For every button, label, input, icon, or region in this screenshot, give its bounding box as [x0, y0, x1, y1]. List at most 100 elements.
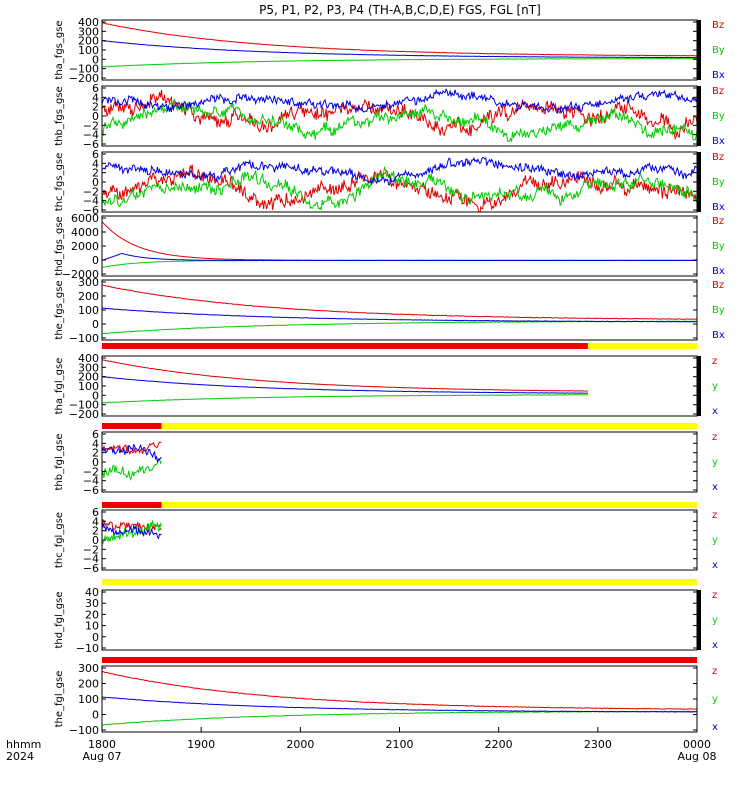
series-line-z	[102, 359, 588, 392]
legend-entry: Bz	[712, 86, 724, 97]
y-tick-label: −2	[83, 465, 99, 478]
y-tick-label: 400	[78, 352, 99, 365]
series-line-z	[102, 671, 697, 710]
series-line-Bz	[102, 284, 697, 320]
y-tick-label: 200	[78, 678, 99, 691]
y-tick-label: −4	[83, 129, 99, 142]
y-tick-label: 30	[85, 597, 99, 610]
y-tick-label: 0	[92, 456, 99, 469]
y-tick-label: 4	[92, 157, 99, 170]
y-axis-label: the_fgl_gse	[54, 671, 65, 728]
y-tick-label: 20	[85, 608, 99, 621]
legend-entry: y	[712, 694, 718, 705]
y-axis-label: thc_fgs_gse	[54, 153, 65, 212]
status-bar-segment	[102, 423, 162, 429]
legend-entry: Bz	[712, 280, 724, 291]
series-line-Bz	[102, 221, 697, 261]
legend-entry: y	[712, 381, 718, 392]
y-axis-label: tha_fgs_gse	[54, 20, 65, 79]
series-line-By	[102, 320, 697, 335]
legend-entry: z	[712, 510, 717, 521]
x-tick-sublabel: Aug 08	[678, 750, 717, 763]
legend-entry: z	[712, 590, 717, 601]
x-tick-label: 2000	[286, 738, 314, 751]
y-axis-label: thd_fgl_gse	[54, 592, 65, 649]
status-bar-segment	[587, 343, 697, 349]
x-tick-label: 1900	[187, 738, 215, 751]
y-tick-label: 100	[78, 44, 99, 57]
legend-entry: By	[712, 45, 725, 56]
legend-entry: y	[712, 535, 718, 546]
y-tick-label: 4	[92, 437, 99, 450]
legend-entry: Bx	[712, 70, 725, 81]
footer-hhmm: hhmm	[6, 738, 41, 751]
y-tick-label: 300	[78, 662, 99, 675]
legend-entry: y	[712, 615, 718, 626]
legend-entry: Bz	[712, 152, 724, 163]
y-tick-label: 200	[78, 290, 99, 303]
y-tick-label: 2	[92, 525, 99, 538]
y-tick-label: 300	[78, 25, 99, 38]
footer-year: 2024	[6, 750, 34, 763]
panel-frame	[101, 355, 698, 417]
x-tick-label: 1800	[88, 738, 116, 751]
y-tick-label: 2	[92, 447, 99, 460]
status-bar-segment	[102, 657, 697, 663]
y-tick-label: −200	[69, 72, 99, 85]
y-tick-label: −6	[83, 204, 99, 217]
panel-frame	[101, 279, 698, 341]
legend-entry: Bz	[712, 20, 724, 31]
series-line-By	[102, 98, 697, 143]
series-line-By	[102, 57, 697, 68]
y-tick-label: 200	[78, 371, 99, 384]
series-line-By	[102, 165, 697, 211]
legend-entry: By	[712, 177, 725, 188]
series-line-Bz	[102, 22, 697, 57]
legend-entry: By	[712, 111, 725, 122]
y-axis-label: thd_fgs_gse	[54, 216, 65, 275]
y-tick-label: −2	[83, 543, 99, 556]
right-edge-bar	[697, 20, 701, 80]
y-tick-label: 200	[78, 35, 99, 48]
y-tick-label: 0	[92, 110, 99, 123]
status-bar-segment	[102, 502, 162, 508]
series-line-Bx	[102, 307, 697, 323]
y-tick-label: 2	[92, 101, 99, 114]
y-tick-label: −2	[83, 185, 99, 198]
y-tick-label: 6	[92, 148, 99, 161]
legend-entry: x	[712, 722, 718, 733]
y-tick-label: −6	[83, 562, 99, 575]
legend-entry: x	[712, 640, 718, 651]
y-tick-label: 40	[85, 586, 99, 599]
x-tick-label: 0000	[683, 738, 711, 751]
y-tick-label: 400	[78, 16, 99, 29]
legend-entry: z	[712, 356, 717, 367]
x-tick-label: 2200	[485, 738, 513, 751]
y-tick-label: 2000	[71, 240, 99, 253]
series-line-x	[102, 444, 162, 464]
x-tick-sublabel: Aug 07	[83, 750, 122, 763]
legend-entry: Bx	[712, 136, 725, 147]
y-tick-label: 300	[78, 276, 99, 289]
legend-entry: Bx	[712, 202, 725, 213]
y-tick-label: −2	[83, 119, 99, 132]
series-line-z	[102, 441, 162, 456]
series-line-y	[102, 710, 697, 726]
y-tick-label: −2000	[62, 268, 99, 281]
y-tick-label: 300	[78, 361, 99, 374]
legend-entry: x	[712, 482, 718, 493]
y-tick-label: −100	[69, 332, 99, 345]
y-tick-label: 100	[78, 693, 99, 706]
panel-frame	[101, 665, 698, 733]
y-tick-label: −100	[69, 399, 99, 412]
series-line-x	[102, 522, 162, 540]
y-axis-label: thb_fgl_gse	[54, 434, 65, 491]
panel-frame	[101, 589, 698, 651]
y-tick-label: 0	[92, 254, 99, 267]
